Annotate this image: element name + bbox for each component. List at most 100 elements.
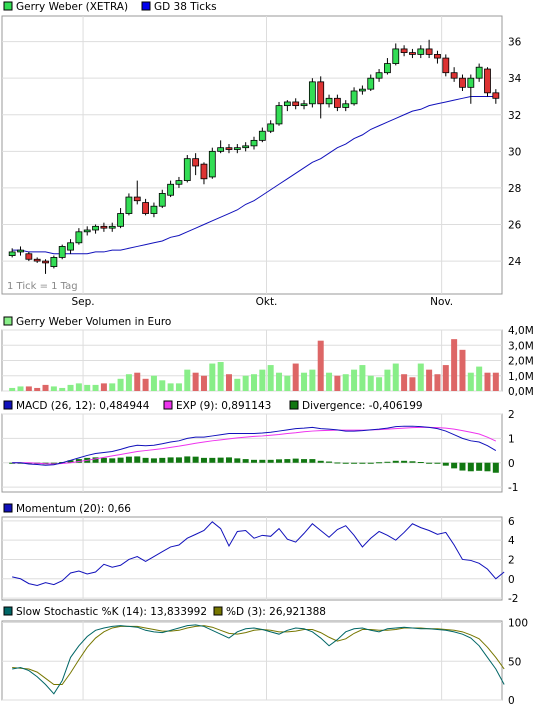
stoch-d-line xyxy=(12,625,505,686)
volume-bar xyxy=(142,378,149,391)
volume-ytick-label: 4,0M xyxy=(508,325,534,337)
divergence-bar xyxy=(125,456,132,463)
volume-bar xyxy=(392,363,399,391)
exp-line xyxy=(12,426,497,465)
volume-bar xyxy=(251,374,257,391)
candle-body xyxy=(225,147,233,150)
volume-bar xyxy=(225,374,232,391)
volume-bar xyxy=(426,369,433,391)
divergence-bar xyxy=(50,462,57,464)
stochastic-panel-frame xyxy=(1,620,503,701)
stochastic-legend-label: %D (3): 26,921388 xyxy=(226,606,326,618)
stoch-k-line xyxy=(12,624,505,695)
divergence-bar xyxy=(376,462,383,464)
macd-legend-label: Divergence: -0,406199 xyxy=(302,400,423,412)
volume-bar xyxy=(401,374,408,391)
candle-body xyxy=(8,251,16,256)
volume-bar xyxy=(25,386,32,391)
volume-bar xyxy=(59,387,66,391)
divergence-bar xyxy=(401,460,408,463)
candle-body xyxy=(175,180,183,185)
stochastic-ytick-label: 0 xyxy=(508,695,515,707)
divergence-bar xyxy=(67,460,74,463)
candle-body xyxy=(325,97,333,105)
volume-legend-swatch xyxy=(3,316,13,326)
divergence-bar xyxy=(492,462,499,473)
volume-bar xyxy=(484,372,491,391)
volume-bar xyxy=(292,363,299,391)
momentum-ytick-label: -2 xyxy=(508,593,518,605)
candle-body xyxy=(409,52,416,55)
stochastic-ytick-label: 100 xyxy=(508,618,528,630)
stochastic-ytick-label: 50 xyxy=(508,656,521,668)
momentum-ytick-label: 0 xyxy=(508,574,515,586)
candle-body xyxy=(417,48,425,55)
candle-body xyxy=(67,242,74,251)
macd-ytick-label: -1 xyxy=(508,482,518,494)
candle-body xyxy=(267,123,275,132)
candle-body xyxy=(50,257,58,267)
volume-bar xyxy=(417,363,424,391)
price-legend-swatch xyxy=(141,1,151,11)
candle-body xyxy=(208,150,216,178)
candle-body xyxy=(17,249,24,253)
volume-bar xyxy=(492,372,499,391)
volume-bar xyxy=(301,372,308,391)
candle-body xyxy=(475,66,483,79)
divergence-bar xyxy=(225,457,232,463)
candle-body xyxy=(58,246,66,258)
volume-bar xyxy=(167,383,174,391)
volume-bar xyxy=(125,374,132,391)
divergence-bar xyxy=(267,459,274,463)
divergence-bar xyxy=(25,462,32,464)
volume-bar xyxy=(109,383,116,391)
candle-body xyxy=(133,196,141,202)
candle-body xyxy=(484,68,491,94)
volume-ytick-label: 2,0M xyxy=(508,356,534,368)
volume-bar xyxy=(34,387,41,391)
macd-legend-label: MACD (26, 12): 0,484944 xyxy=(16,400,150,412)
candle-body xyxy=(200,163,208,180)
candle-body xyxy=(142,202,149,214)
momentum-ytick-label: 4 xyxy=(508,535,515,547)
volume-bar xyxy=(50,386,57,391)
candle-body xyxy=(192,158,200,167)
divergence-bar xyxy=(467,462,474,472)
candle-body xyxy=(367,77,375,90)
volume-bar xyxy=(317,340,324,391)
volume-bar xyxy=(117,378,124,391)
volume-bar xyxy=(367,375,374,391)
divergence-bar xyxy=(209,457,216,463)
divergence-bar xyxy=(317,460,324,463)
divergence-bar xyxy=(251,459,257,463)
candle-body xyxy=(167,183,175,196)
divergence-bar xyxy=(351,462,358,464)
price-ytick-label: 32 xyxy=(508,110,521,122)
candle-body xyxy=(333,97,341,108)
divergence-bar xyxy=(109,458,116,463)
volume-bar xyxy=(17,386,24,391)
divergence-bar xyxy=(242,459,249,463)
divergence-bar xyxy=(476,462,483,471)
volume-bar xyxy=(184,369,191,391)
macd-legend-label: EXP (9): 0,891143 xyxy=(176,400,271,412)
momentum-panel-frame xyxy=(1,516,503,601)
volume-bar xyxy=(259,369,266,391)
candle-body xyxy=(183,158,191,182)
price-ytick-label: 34 xyxy=(508,73,522,85)
divergence-bar xyxy=(301,459,308,463)
divergence-bar xyxy=(192,456,199,463)
x-axis-label: Nov. xyxy=(430,296,453,308)
x-axis-label: Sep. xyxy=(71,296,94,308)
candle-body xyxy=(317,81,325,105)
candle-body xyxy=(392,48,400,64)
macd-ytick-label: 2 xyxy=(508,409,515,421)
divergence-bar xyxy=(484,462,491,472)
divergence-bar xyxy=(184,456,191,463)
volume-bar xyxy=(467,372,474,391)
volume-bar xyxy=(342,374,349,391)
candle-body xyxy=(158,193,166,207)
divergence-bar xyxy=(175,457,182,463)
volume-bar xyxy=(234,378,241,391)
divergence-bar xyxy=(117,457,124,463)
